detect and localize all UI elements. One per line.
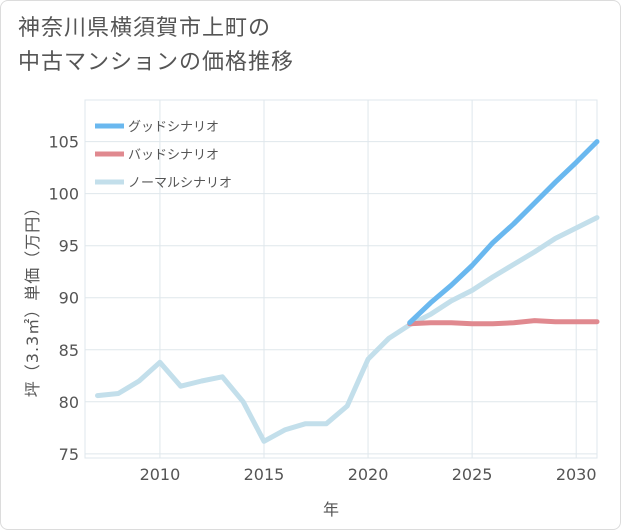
legend-label: グッドシナリオ	[128, 120, 219, 135]
y-tick-label: 100	[48, 185, 79, 204]
y-tick-label: 105	[48, 133, 79, 152]
plot-area	[84, 99, 598, 459]
y-tick-label: 90	[59, 289, 79, 308]
chart-title-line-2: 中古マンションの価格推移	[18, 50, 295, 75]
x-axis-label: 年	[323, 500, 339, 519]
chart-title-line-1: 神奈川県横須賀市上町の	[18, 16, 272, 41]
y-tick-label: 85	[59, 341, 79, 360]
y-tick-label: 80	[59, 393, 79, 412]
y-tick-label: 95	[59, 237, 79, 256]
tick-labels: 2010 2015 2020 2025 2030 75 80 85 90 95 100 105	[48, 133, 596, 484]
x-tick-label: 2030	[556, 465, 597, 484]
y-tick-label: 75	[59, 445, 79, 464]
y-axis-label: 坪（3.3㎡）単価（万円）	[23, 199, 42, 397]
series-line-normal	[95, 215, 600, 444]
legend-label: バッドシナリオ	[128, 148, 219, 163]
x-tick-label: 2025	[452, 465, 493, 484]
grid	[84, 99, 598, 459]
chart-title: 神奈川県横須賀市上町の 中古マンションの価格推移	[18, 12, 294, 80]
x-tick-label: 2020	[348, 465, 389, 484]
legend-label: ノーマルシナリオ	[128, 176, 232, 191]
series-line-good	[407, 139, 600, 326]
series-line-bad	[407, 318, 600, 327]
x-tick-label: 2010	[140, 465, 181, 484]
series-lines	[95, 139, 600, 444]
x-tick-label: 2015	[244, 465, 285, 484]
